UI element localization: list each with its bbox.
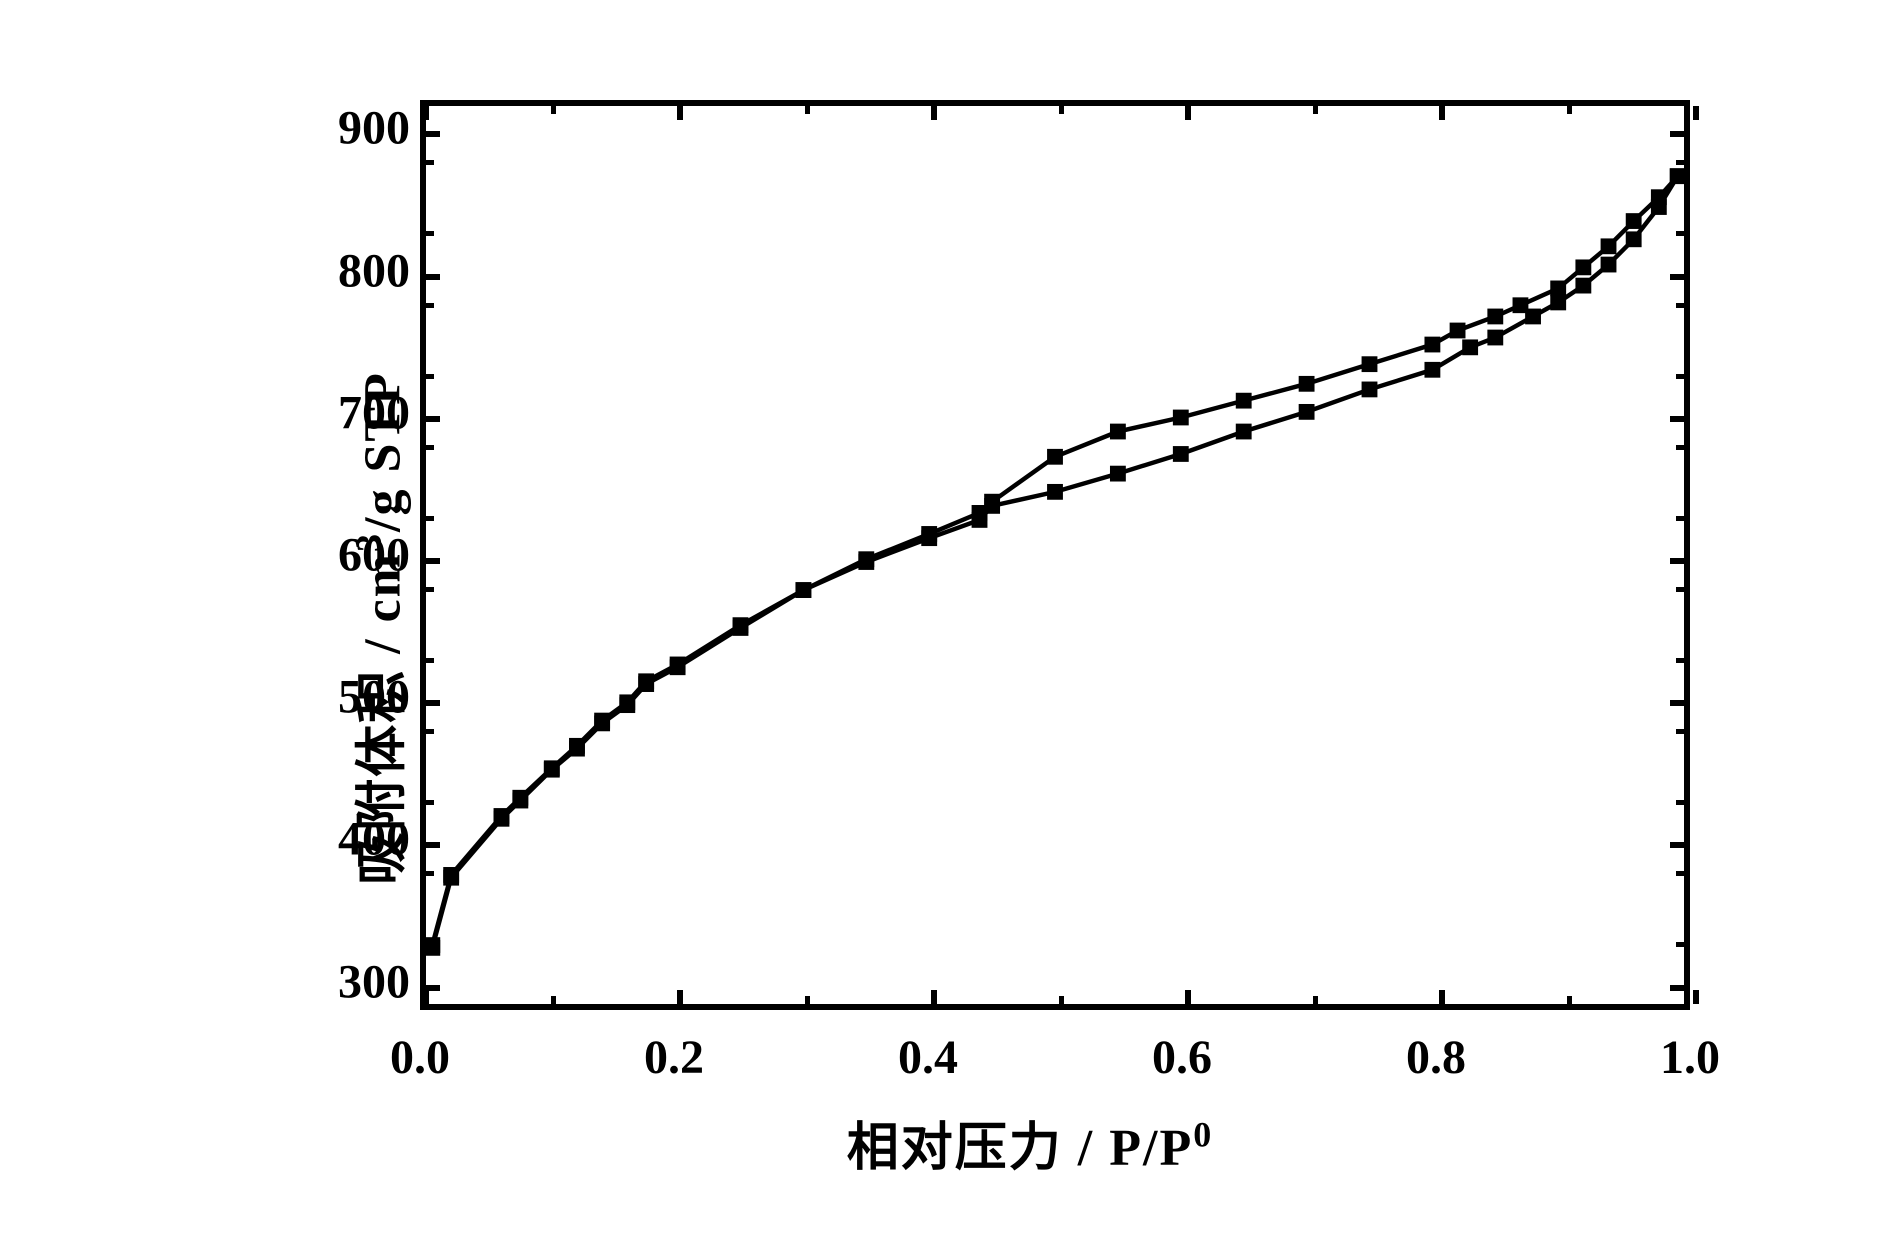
x-minor-tick bbox=[1313, 106, 1318, 114]
y-minor-tick bbox=[426, 303, 434, 308]
x-axis-label: 相对压力 / P/P0 bbox=[847, 1105, 1213, 1180]
x-tick-label: 0.4 bbox=[898, 1030, 958, 1085]
y-tick-mark bbox=[426, 131, 440, 137]
y-minor-tick bbox=[426, 160, 434, 165]
y-minor-tick bbox=[1676, 374, 1684, 379]
x-axis-label-prefix: 相对压力 / P/P bbox=[847, 1120, 1193, 1177]
y-tick-label: 800 bbox=[338, 243, 410, 298]
x-minor-tick bbox=[1313, 996, 1318, 1004]
y-minor-tick bbox=[1676, 871, 1684, 876]
y-minor-tick bbox=[1676, 160, 1684, 165]
x-tick-mark bbox=[677, 106, 683, 120]
y-tick-label: 400 bbox=[338, 812, 410, 867]
x-minor-tick bbox=[1567, 106, 1572, 114]
y-minor-tick bbox=[1676, 800, 1684, 805]
y-tick-label: 600 bbox=[338, 528, 410, 583]
plot-area bbox=[420, 100, 1690, 1010]
adsorption-series bbox=[432, 176, 1677, 948]
desorption-series bbox=[432, 176, 1677, 945]
y-minor-tick bbox=[426, 658, 434, 663]
y-minor-tick bbox=[426, 374, 434, 379]
x-minor-tick bbox=[1059, 996, 1064, 1004]
desorption-markers bbox=[424, 168, 1685, 953]
x-axis-label-super: 0 bbox=[1193, 1115, 1213, 1155]
y-tick-label: 700 bbox=[338, 385, 410, 440]
x-minor-tick bbox=[805, 996, 810, 1004]
y-tick-mark bbox=[426, 274, 440, 280]
y-minor-tick bbox=[426, 445, 434, 450]
y-axis-label: 吸附体积 / cm3/g STP bbox=[339, 371, 414, 885]
x-tick-label: 0.2 bbox=[644, 1030, 704, 1085]
y-tick-mark bbox=[426, 700, 440, 706]
y-minor-tick bbox=[1676, 658, 1684, 663]
x-minor-tick bbox=[551, 996, 556, 1004]
y-minor-tick bbox=[1676, 303, 1684, 308]
x-minor-tick bbox=[551, 106, 556, 114]
y-minor-tick bbox=[1676, 942, 1684, 947]
x-tick-mark bbox=[931, 106, 937, 120]
x-tick-label: 1.0 bbox=[1660, 1030, 1720, 1085]
x-tick-mark bbox=[423, 106, 429, 120]
x-tick-label: 0.0 bbox=[390, 1030, 450, 1085]
y-minor-tick bbox=[426, 516, 434, 521]
x-tick-mark bbox=[931, 990, 937, 1004]
y-tick-mark bbox=[1670, 131, 1684, 137]
x-tick-mark bbox=[1439, 990, 1445, 1004]
y-minor-tick bbox=[426, 942, 434, 947]
y-tick-label: 900 bbox=[338, 101, 410, 156]
y-minor-tick bbox=[1676, 516, 1684, 521]
y-minor-tick bbox=[1676, 729, 1684, 734]
y-tick-mark bbox=[426, 416, 440, 422]
y-minor-tick bbox=[1676, 231, 1684, 236]
y-tick-mark bbox=[1670, 700, 1684, 706]
x-tick-label: 0.6 bbox=[1152, 1030, 1212, 1085]
x-tick-mark bbox=[1693, 990, 1699, 1004]
y-tick-mark bbox=[1670, 558, 1684, 564]
adsorption-markers bbox=[424, 168, 1685, 956]
y-minor-tick bbox=[426, 800, 434, 805]
y-tick-mark bbox=[426, 558, 440, 564]
y-tick-mark bbox=[426, 842, 440, 848]
y-minor-tick bbox=[426, 231, 434, 236]
data-series bbox=[426, 106, 1684, 1004]
y-minor-tick bbox=[1676, 445, 1684, 450]
x-tick-mark bbox=[1185, 106, 1191, 120]
adsorption-isotherm-chart: 吸附体积 / cm3/g STP 相对压力 / P/P0 300 400 500 60… bbox=[150, 40, 1750, 1215]
x-tick-mark bbox=[1693, 106, 1699, 120]
y-tick-mark bbox=[1670, 274, 1684, 280]
y-tick-mark bbox=[1670, 842, 1684, 848]
x-tick-mark bbox=[1439, 106, 1445, 120]
y-minor-tick bbox=[426, 729, 434, 734]
y-tick-label: 500 bbox=[338, 670, 410, 725]
x-tick-mark bbox=[423, 990, 429, 1004]
y-tick-mark bbox=[1670, 416, 1684, 422]
x-minor-tick bbox=[805, 106, 810, 114]
y-minor-tick bbox=[426, 587, 434, 592]
x-tick-mark bbox=[677, 990, 683, 1004]
x-tick-mark bbox=[1185, 990, 1191, 1004]
y-minor-tick bbox=[426, 871, 434, 876]
y-tick-label: 300 bbox=[338, 954, 410, 1009]
x-tick-label: 0.8 bbox=[1406, 1030, 1466, 1085]
x-minor-tick bbox=[1059, 106, 1064, 114]
x-minor-tick bbox=[1567, 996, 1572, 1004]
y-tick-mark bbox=[1670, 985, 1684, 991]
y-minor-tick bbox=[1676, 587, 1684, 592]
